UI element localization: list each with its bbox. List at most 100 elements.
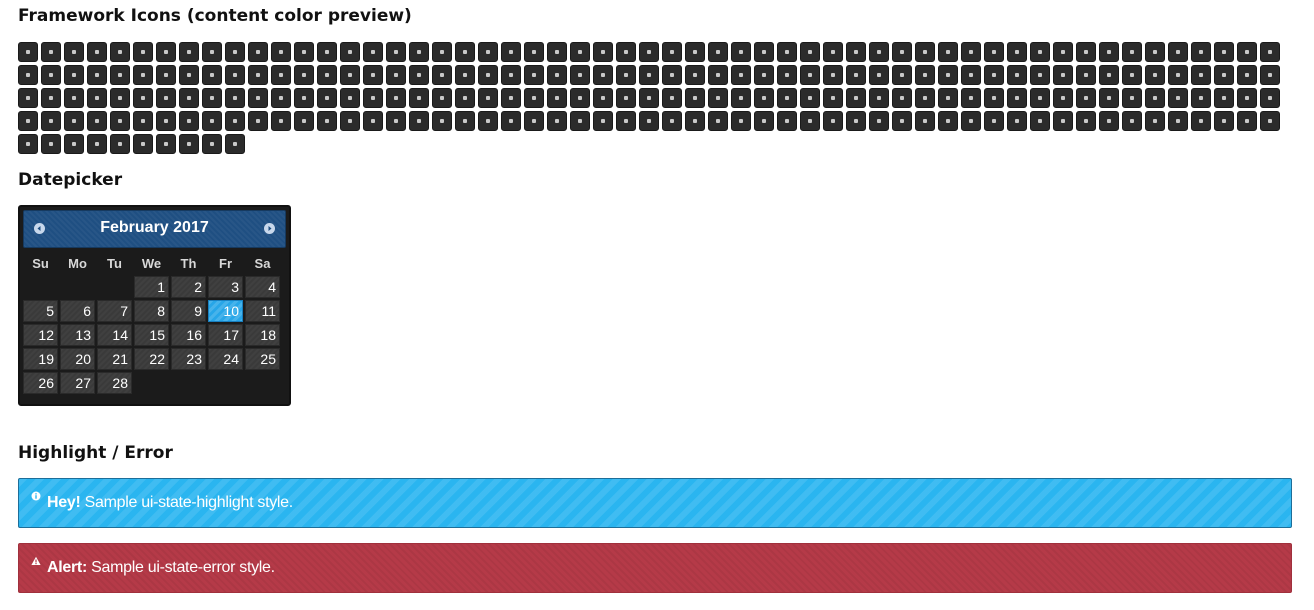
framework-icon[interactable]	[41, 88, 61, 108]
framework-icon[interactable]	[984, 42, 1004, 62]
framework-icon[interactable]	[179, 134, 199, 154]
calendar-day[interactable]: 7	[97, 300, 132, 322]
framework-icon[interactable]	[133, 42, 153, 62]
framework-icon[interactable]	[386, 42, 406, 62]
framework-icon[interactable]	[248, 88, 268, 108]
framework-icon[interactable]	[662, 111, 682, 131]
framework-icon[interactable]	[18, 111, 38, 131]
framework-icon[interactable]	[1030, 42, 1050, 62]
framework-icon[interactable]	[708, 65, 728, 85]
framework-icon[interactable]	[1007, 42, 1027, 62]
framework-icon[interactable]	[294, 111, 314, 131]
next-month-icon[interactable]	[264, 223, 275, 234]
framework-icon[interactable]	[869, 88, 889, 108]
framework-icon[interactable]	[87, 65, 107, 85]
framework-icon[interactable]	[1099, 111, 1119, 131]
framework-icon[interactable]	[823, 65, 843, 85]
framework-icon[interactable]	[64, 42, 84, 62]
framework-icon[interactable]	[846, 42, 866, 62]
framework-icon[interactable]	[800, 111, 820, 131]
framework-icon[interactable]	[1122, 65, 1142, 85]
framework-icon[interactable]	[708, 42, 728, 62]
framework-icon[interactable]	[524, 42, 544, 62]
framework-icon[interactable]	[386, 88, 406, 108]
framework-icon[interactable]	[1237, 65, 1257, 85]
framework-icon[interactable]	[386, 65, 406, 85]
framework-icon[interactable]	[225, 111, 245, 131]
framework-icon[interactable]	[984, 88, 1004, 108]
calendar-day[interactable]: 2	[171, 276, 206, 298]
framework-icon[interactable]	[248, 65, 268, 85]
framework-icon[interactable]	[41, 111, 61, 131]
framework-icon[interactable]	[1053, 42, 1073, 62]
framework-icon[interactable]	[363, 65, 383, 85]
framework-icon[interactable]	[1214, 65, 1234, 85]
framework-icon[interactable]	[662, 42, 682, 62]
framework-icon[interactable]	[1145, 111, 1165, 131]
calendar-day[interactable]: 5	[23, 300, 58, 322]
framework-icon[interactable]	[294, 88, 314, 108]
framework-icon[interactable]	[225, 134, 245, 154]
framework-icon[interactable]	[1145, 42, 1165, 62]
framework-icon[interactable]	[1076, 111, 1096, 131]
framework-icon[interactable]	[1076, 65, 1096, 85]
framework-icon[interactable]	[984, 65, 1004, 85]
framework-icon[interactable]	[432, 111, 452, 131]
framework-icon[interactable]	[87, 42, 107, 62]
framework-icon[interactable]	[179, 42, 199, 62]
framework-icon[interactable]	[1260, 65, 1280, 85]
framework-icon[interactable]	[1099, 42, 1119, 62]
framework-icon[interactable]	[1122, 111, 1142, 131]
framework-icon[interactable]	[662, 88, 682, 108]
calendar-day[interactable]: 14	[97, 324, 132, 346]
framework-icon[interactable]	[1260, 88, 1280, 108]
framework-icon[interactable]	[915, 88, 935, 108]
calendar-day[interactable]: 16	[171, 324, 206, 346]
framework-icon[interactable]	[777, 111, 797, 131]
framework-icon[interactable]	[110, 134, 130, 154]
framework-icon[interactable]	[455, 88, 475, 108]
framework-icon[interactable]	[386, 111, 406, 131]
framework-icon[interactable]	[271, 42, 291, 62]
framework-icon[interactable]	[915, 111, 935, 131]
framework-icon[interactable]	[478, 111, 498, 131]
framework-icon[interactable]	[1191, 42, 1211, 62]
framework-icon[interactable]	[156, 42, 176, 62]
framework-icon[interactable]	[984, 111, 1004, 131]
framework-icon[interactable]	[800, 65, 820, 85]
framework-icon[interactable]	[1191, 111, 1211, 131]
framework-icon[interactable]	[754, 88, 774, 108]
framework-icon[interactable]	[110, 42, 130, 62]
framework-icon[interactable]	[110, 111, 130, 131]
framework-icon[interactable]	[64, 134, 84, 154]
framework-icon[interactable]	[547, 42, 567, 62]
prev-month-icon[interactable]	[34, 223, 45, 234]
framework-icon[interactable]	[202, 65, 222, 85]
framework-icon[interactable]	[869, 42, 889, 62]
framework-icon[interactable]	[823, 111, 843, 131]
framework-icon[interactable]	[892, 111, 912, 131]
framework-icon[interactable]	[1214, 88, 1234, 108]
framework-icon[interactable]	[18, 65, 38, 85]
calendar-day[interactable]: 3	[208, 276, 243, 298]
framework-icon[interactable]	[938, 42, 958, 62]
framework-icon[interactable]	[1168, 65, 1188, 85]
framework-icon[interactable]	[317, 88, 337, 108]
framework-icon[interactable]	[179, 88, 199, 108]
framework-icon[interactable]	[754, 65, 774, 85]
framework-icon[interactable]	[317, 65, 337, 85]
framework-icon[interactable]	[524, 88, 544, 108]
framework-icon[interactable]	[478, 65, 498, 85]
framework-icon[interactable]	[87, 134, 107, 154]
framework-icon[interactable]	[869, 65, 889, 85]
framework-icon[interactable]	[915, 42, 935, 62]
framework-icon[interactable]	[455, 42, 475, 62]
framework-icon[interactable]	[64, 65, 84, 85]
framework-icon[interactable]	[846, 88, 866, 108]
framework-icon[interactable]	[409, 88, 429, 108]
framework-icon[interactable]	[133, 134, 153, 154]
calendar-day[interactable]: 28	[97, 372, 132, 394]
framework-icon[interactable]	[800, 42, 820, 62]
framework-icon[interactable]	[41, 134, 61, 154]
framework-icon[interactable]	[731, 65, 751, 85]
